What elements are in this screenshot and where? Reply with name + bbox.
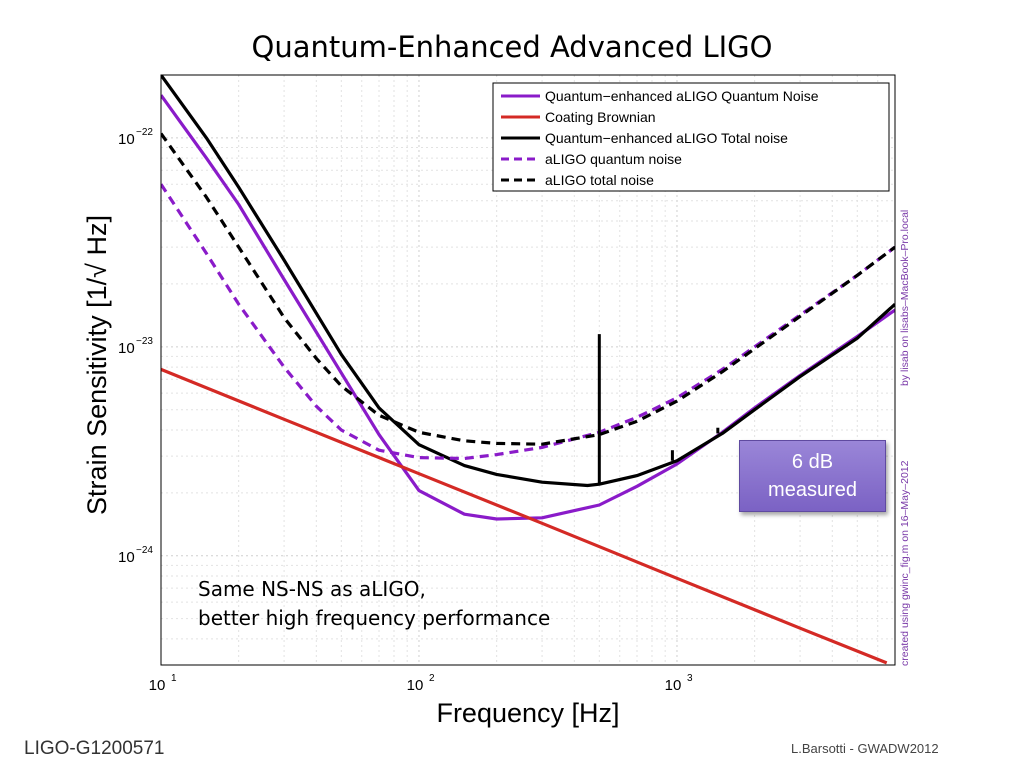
slide-title: Quantum-Enhanced Advanced LIGO bbox=[251, 30, 773, 64]
x-tick-label-3: 10 bbox=[665, 677, 682, 694]
footer-author: L.Barsotti - GWADW2012 bbox=[791, 741, 939, 756]
y-tick-exponent-1: −22 bbox=[136, 127, 153, 138]
y-tick-exponent-3: −24 bbox=[136, 545, 153, 556]
legend-label-2: Coating Brownian bbox=[545, 109, 656, 125]
series-line-5 bbox=[161, 132, 895, 446]
side-credit-date: created using gwinc_fig.m on 16–May–2012 bbox=[899, 460, 911, 666]
y-tick-label-1: 10 bbox=[118, 131, 135, 148]
plot-frame bbox=[160, 74, 896, 666]
badge-line-1: 6 dB bbox=[791, 451, 834, 473]
x-tick-exponent-3: 3 bbox=[687, 673, 693, 684]
series-group bbox=[161, 75, 895, 665]
legend: Quantum−enhanced aLIGO Quantum Noise Coat… bbox=[492, 82, 890, 192]
x-tick-label-1: 10 bbox=[149, 677, 166, 694]
legend-label-3: Quantum−enhanced aLIGO Total noise bbox=[545, 130, 788, 146]
series-line-4 bbox=[161, 183, 895, 461]
series-line-2 bbox=[161, 367, 888, 665]
series-line-3 bbox=[161, 75, 895, 488]
annotation-line-1: Same NS-NS as aLIGO, bbox=[198, 577, 426, 601]
x-tick-label-2: 10 bbox=[407, 677, 424, 694]
x-axis-label: Frequency [Hz] bbox=[436, 698, 619, 728]
legend-box bbox=[492, 82, 890, 192]
x-tick-exponent-2: 2 bbox=[429, 673, 435, 684]
side-credit-author: by lisab on lisabs–MacBook–Pro.local bbox=[899, 210, 911, 386]
x-tick-exponent-1: 1 bbox=[171, 673, 177, 684]
y-tick-label-2: 10 bbox=[118, 340, 135, 357]
legend-label-4: aLIGO quantum noise bbox=[545, 151, 682, 167]
y-axis-label: Strain Sensitivity [1/√ Hz] bbox=[82, 215, 112, 515]
footer-doc-id: LIGO-G1200571 bbox=[24, 738, 165, 759]
measured-badge: 6 dB measured bbox=[739, 440, 886, 512]
y-tick-label-3: 10 bbox=[118, 549, 135, 566]
annotation: Same NS-NS as aLIGO, better high frequen… bbox=[198, 575, 550, 633]
y-tick-exponent-2: −23 bbox=[136, 336, 153, 347]
annotation-line-2: better high frequency performance bbox=[198, 606, 551, 630]
legend-label-5: aLIGO total noise bbox=[545, 172, 654, 188]
legend-label-1: Quantum−enhanced aLIGO Quantum Noise bbox=[545, 88, 819, 104]
badge-line-2: measured bbox=[768, 479, 857, 501]
